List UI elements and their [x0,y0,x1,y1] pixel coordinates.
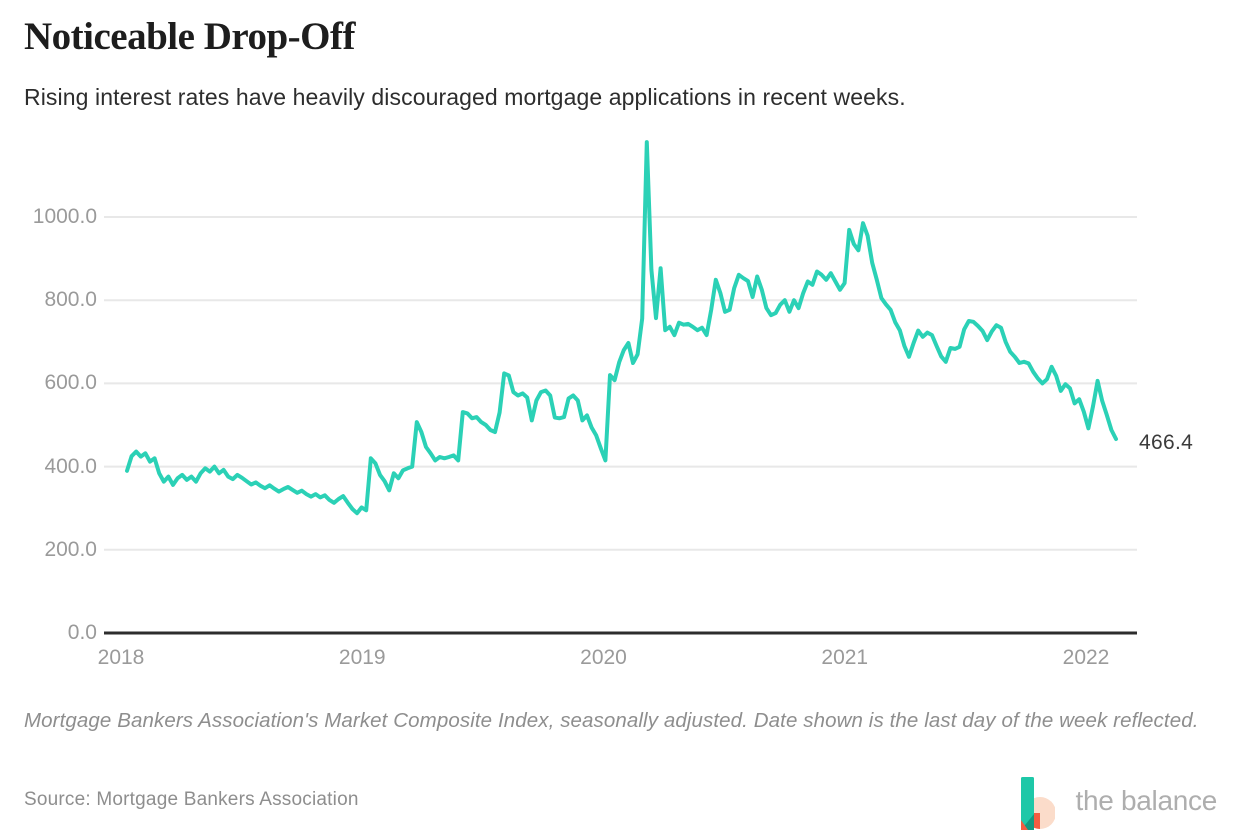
chart-footnote: Mortgage Bankers Association's Market Co… [24,709,1199,732]
y-tick-label: 0.0 [67,621,97,644]
last-value-label: 466.4 [1139,431,1194,454]
x-tick-label: 2022 [1062,646,1110,669]
x-tick-label: 2021 [821,646,869,669]
chart-source: Source: Mortgage Bankers Association [24,789,359,810]
the-balance-logo: the balance [1020,774,1218,832]
x-tick-label: 2019 [338,646,386,669]
y-tick-label: 600.0 [44,371,97,395]
the-balance-logo-icon [1020,776,1055,830]
y-tick-label: 1000.0 [32,205,97,228]
the-balance-logo-text: the balance [1075,785,1218,816]
y-tick-label: 200.0 [44,537,97,561]
x-tick-label: 2020 [580,646,627,669]
chart-title: Noticeable Drop-Off [24,15,355,58]
y-tick-label: 400.0 [44,454,97,478]
x-tick-label: 2018 [97,646,145,669]
index-line-series [125,140,1118,516]
y-tick-label: 800.0 [44,288,97,312]
chart-subtitle: Rising interest rates have heavily disco… [24,84,906,110]
